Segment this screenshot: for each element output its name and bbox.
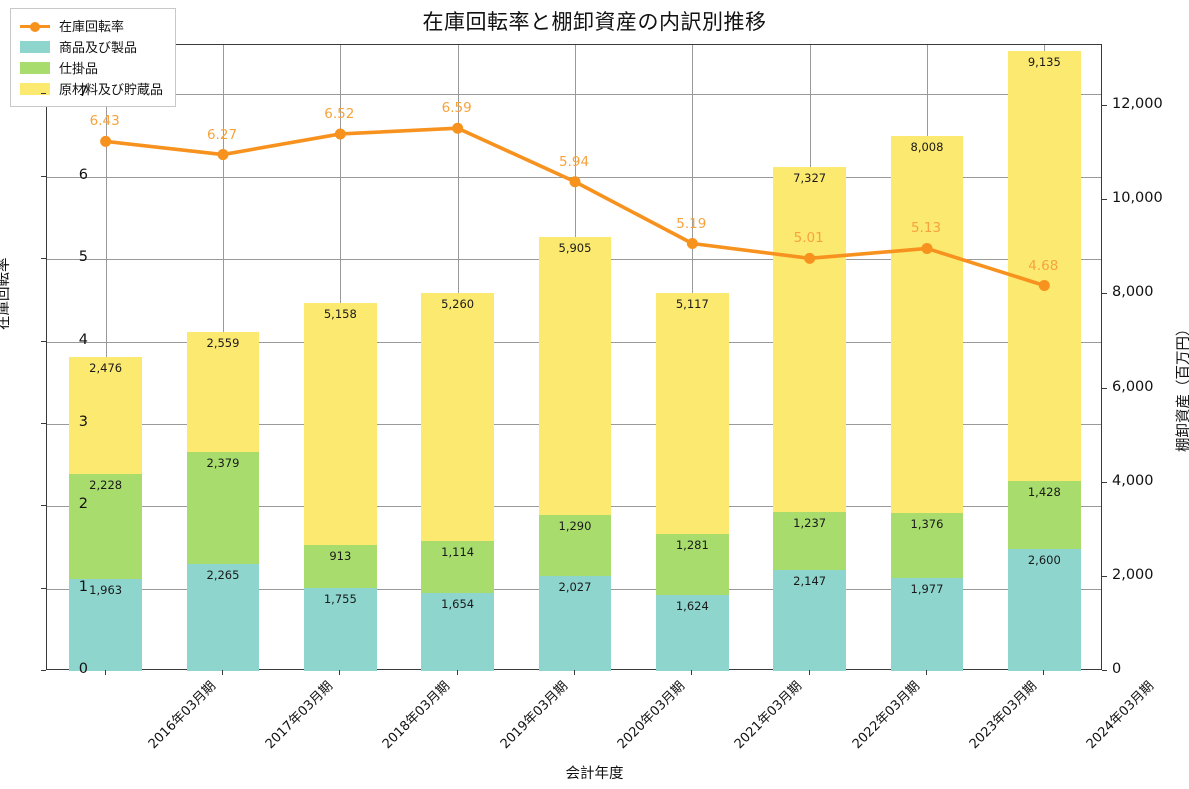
plot-area: 1,963 2,228 2,476 2,265 2,379 2,559 1,755 913 5,…	[46, 44, 1102, 671]
y-axis-right-tick: 12,000	[1112, 96, 1163, 113]
y-axis-left-tick: 7	[78, 84, 88, 101]
y-axis-right-tick: 2,000	[1112, 566, 1154, 583]
line-value-label: 6.27	[206, 126, 238, 143]
x-axis-tickmark	[926, 670, 927, 675]
gridline-vertical	[105, 45, 107, 669]
line-data-point[interactable]	[217, 149, 229, 161]
y-axis-left-tickmark	[41, 587, 46, 589]
gridline-horizontal	[47, 94, 1101, 96]
y-axis-right-tickmark	[1102, 481, 1107, 483]
bar-segment[interactable]: 2,559	[186, 331, 260, 453]
bar-segment[interactable]: 9,135	[1007, 51, 1081, 482]
line-data-point[interactable]	[452, 122, 464, 134]
legend-line-marker-icon	[20, 20, 50, 32]
x-axis-tickmark	[691, 670, 693, 675]
x-axis-tick-label: 2019年03月期	[497, 678, 571, 753]
y-axis-right-tickmark	[1102, 293, 1107, 295]
legend-label: 仕掛品	[59, 62, 99, 77]
x-axis-tick-label: 2024年03月期	[1084, 678, 1158, 753]
line-data-point[interactable]	[1038, 280, 1050, 292]
y-axis-left-tickmark	[41, 505, 46, 507]
line-value-label: 6.52	[324, 105, 355, 122]
x-axis-tick-label: 2017年03月期	[262, 678, 337, 753]
line-data-point[interactable]	[804, 252, 816, 264]
legend-item[interactable]: 商品及び製品	[20, 36, 163, 57]
y-axis-left-tick: 0	[78, 661, 88, 677]
legend-label: 商品及び製品	[59, 41, 138, 56]
legend-item[interactable]: 在庫回転率	[20, 15, 163, 36]
x-axis-tickmark	[104, 670, 106, 675]
line-value-label: 5.01	[793, 230, 824, 247]
x-axis-tick-label: 2016年03月期	[145, 678, 219, 753]
y-axis-left-tickmark	[41, 340, 46, 342]
y-axis-left-tickmark	[41, 258, 46, 260]
bar-segment[interactable]: 8,008	[890, 136, 964, 514]
x-axis-tick-label: 2023年03月期	[966, 678, 1041, 753]
bar-segment[interactable]: 5,117	[655, 293, 729, 535]
y-axis-left-tick: 1	[78, 578, 88, 595]
x-axis-label: 会計年度	[565, 766, 624, 782]
chart-legend: 在庫回転率商品及び製品 仕掛品原材料及び貯蔵品	[10, 8, 177, 107]
x-axis-tickmark	[222, 670, 223, 675]
y-axis-right-tick: 6,000	[1112, 378, 1154, 395]
bar-segment[interactable]: 1,977	[890, 577, 964, 671]
y-axis-left-tickmark	[41, 670, 46, 671]
legend-item[interactable]: 原材料及び貯蔵品	[20, 78, 163, 99]
legend-item[interactable]: 仕掛品	[20, 57, 163, 78]
line-data-point[interactable]	[100, 135, 112, 147]
y-axis-left-tick: 3	[78, 413, 88, 430]
y-axis-right-tickmark	[1102, 670, 1107, 671]
line-value-label: 5.13	[910, 220, 942, 237]
x-axis-tickmark	[574, 670, 575, 675]
y-axis-left-label: 在庫回転率	[0, 257, 12, 331]
line-value-label: 5.19	[676, 215, 707, 232]
line-value-label: 5.94	[558, 153, 590, 170]
legend-swatch	[20, 82, 50, 95]
x-axis-tickmark	[1043, 670, 1045, 675]
chart-title: 在庫回転率と棚卸資産の内訳別推移	[422, 10, 767, 34]
inventory-turnover-line	[100, 122, 1050, 292]
legend-label: 原材料及び貯蔵品	[59, 83, 164, 98]
x-axis-tickmark	[339, 670, 341, 675]
x-axis-tick-label: 2022年03月期	[849, 678, 923, 753]
x-axis-tickmark	[808, 670, 810, 675]
y-axis-right-tick: 8,000	[1112, 284, 1154, 301]
y-axis-left-tickmark	[41, 175, 46, 177]
line-data-point[interactable]	[686, 238, 698, 250]
line-value-label: 6.59	[441, 100, 472, 117]
y-axis-right-tickmark	[1102, 575, 1107, 577]
x-axis-tick-label: 2020年03月期	[614, 678, 689, 753]
y-axis-right-tick: 4,000	[1112, 472, 1154, 489]
bar-segment[interactable]: 2,379	[186, 452, 260, 565]
legend-swatch	[20, 40, 50, 53]
bar-segment[interactable]: 2,600	[1007, 548, 1081, 671]
x-axis-tick-label: 2021年03月期	[732, 678, 806, 753]
y-axis-right-tickmark	[1102, 105, 1107, 107]
y-axis-right-tick: 10,000	[1112, 190, 1163, 207]
y-axis-right-tick: 0	[1112, 661, 1122, 677]
line-value-label: 4.68	[1028, 257, 1059, 274]
x-axis-tickmark	[456, 670, 458, 675]
line-path	[103, 126, 1047, 288]
y-axis-left-tick: 4	[78, 331, 88, 348]
line-data-point[interactable]	[334, 128, 346, 140]
y-axis-left-tickmark	[41, 422, 46, 424]
y-axis-left-tickmark	[41, 93, 46, 95]
y-axis-left-tick: 6	[78, 166, 88, 183]
y-axis-right-tickmark	[1102, 387, 1107, 389]
y-axis-right-tickmark	[1102, 199, 1107, 201]
x-axis-tick-label: 2018年03月期	[380, 678, 454, 753]
y-axis-left-tick: 5	[78, 249, 88, 266]
y-axis-left-tick: 2	[78, 496, 88, 513]
line-value-label: 6.43	[89, 113, 120, 130]
line-data-point[interactable]	[921, 242, 933, 254]
line-data-point[interactable]	[569, 176, 581, 188]
legend-swatch	[20, 61, 50, 74]
legend-label: 在庫回転率	[59, 20, 125, 35]
